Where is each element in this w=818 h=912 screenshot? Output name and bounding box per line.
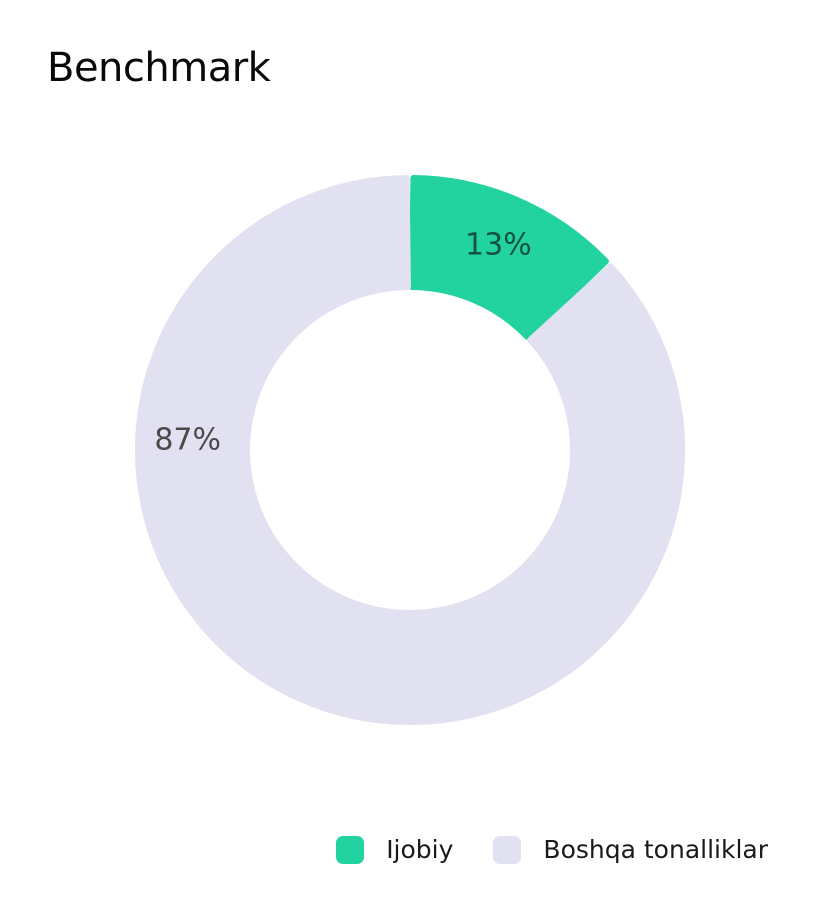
donut-slice-boshqa-tonalliklar[interactable] <box>135 175 685 725</box>
legend-label-ijobiy: Ijobiy <box>386 835 454 864</box>
chart-title: Benchmark <box>47 45 271 91</box>
donut-slice-ijobiy[interactable] <box>409 175 609 340</box>
legend: Ijobiy Boshqa tonalliklar <box>336 833 768 867</box>
legend-item-boshqa-tonalliklar[interactable]: Boshqa tonalliklar <box>493 833 768 867</box>
legend-swatch-ijobiy <box>336 836 365 864</box>
slice-value-label-boshqa-tonalliklar: 87% <box>154 423 221 458</box>
legend-label-boshqa-tonalliklar: Boshqa tonalliklar <box>543 835 768 864</box>
legend-swatch-boshqa-tonalliklar <box>493 836 522 864</box>
slice-value-label-ijobiy: 13% <box>465 227 532 262</box>
legend-item-ijobiy[interactable]: Ijobiy <box>336 833 453 867</box>
